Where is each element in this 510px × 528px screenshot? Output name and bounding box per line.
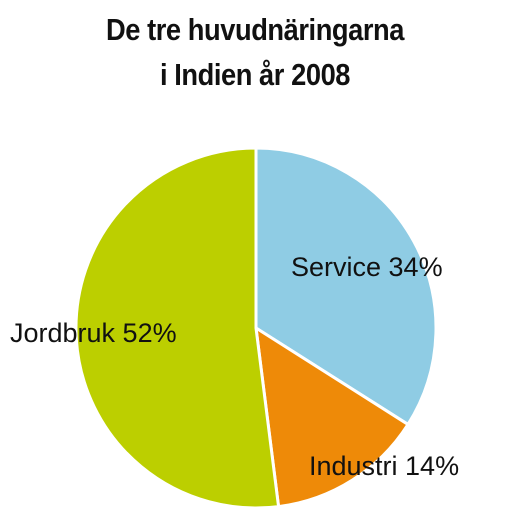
pie-slice-jordbruk [74,146,281,510]
slice-label-jordbruk: Jordbruk 52% [10,318,177,348]
chart-title-line-2: i Indien år 2008 [159,57,351,92]
chart-title-line-1: De tre huvudnäringarna [105,12,405,47]
slice-label-industri: Industri 14% [309,451,459,481]
slice-label-service: Service 34% [291,252,443,282]
pie-slice-industri [254,326,410,509]
